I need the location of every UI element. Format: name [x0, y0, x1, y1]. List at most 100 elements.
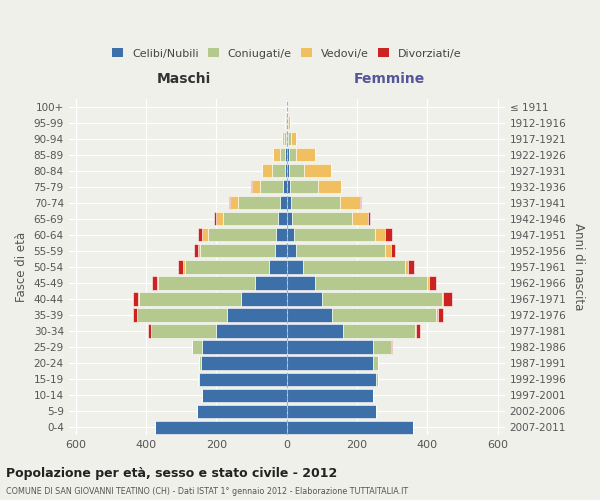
Bar [269, 260, 287, 274]
Bar [287, 356, 373, 370]
Bar [289, 148, 296, 162]
Bar [286, 116, 287, 130]
Bar [296, 244, 385, 258]
Bar [296, 148, 315, 162]
Bar [302, 260, 404, 274]
Bar [376, 372, 378, 386]
Bar [198, 372, 199, 386]
Bar [238, 196, 280, 209]
Bar [200, 356, 287, 370]
Bar [374, 228, 385, 241]
Bar [227, 308, 287, 322]
Bar [385, 228, 392, 241]
Bar [183, 260, 185, 274]
Bar [292, 212, 352, 226]
Bar [288, 132, 290, 145]
Bar [148, 324, 151, 338]
Bar [217, 212, 223, 226]
Bar [287, 212, 292, 226]
Bar [139, 292, 241, 306]
Bar [340, 196, 359, 209]
Bar [287, 420, 413, 434]
Bar [223, 212, 278, 226]
Bar [288, 116, 290, 130]
Bar [368, 212, 370, 226]
Bar [138, 292, 139, 306]
Bar [290, 132, 296, 145]
Bar [200, 244, 275, 258]
Bar [285, 148, 287, 162]
Bar [152, 276, 157, 289]
Bar [283, 180, 287, 194]
Bar [359, 196, 361, 209]
Bar [133, 292, 138, 306]
Bar [286, 100, 287, 114]
Bar [287, 372, 376, 386]
Bar [318, 180, 341, 194]
Text: Popolazione per età, sesso e stato civile - 2012: Popolazione per età, sesso e stato civil… [6, 468, 337, 480]
Bar [262, 164, 272, 177]
Bar [289, 164, 304, 177]
Bar [287, 292, 322, 306]
Bar [294, 228, 374, 241]
Bar [278, 212, 287, 226]
Bar [287, 388, 373, 402]
Bar [287, 340, 373, 353]
Bar [322, 292, 442, 306]
Bar [192, 340, 202, 353]
Text: Femmine: Femmine [353, 72, 425, 86]
Bar [286, 132, 287, 145]
Bar [315, 276, 427, 289]
Bar [304, 164, 331, 177]
Bar [287, 132, 288, 145]
Bar [416, 324, 420, 338]
Bar [287, 244, 296, 258]
Bar [287, 148, 289, 162]
Bar [241, 292, 287, 306]
Bar [230, 196, 238, 209]
Bar [404, 260, 408, 274]
Y-axis label: Fasce di età: Fasce di età [15, 232, 28, 302]
Bar [133, 308, 137, 322]
Bar [287, 164, 289, 177]
Bar [332, 308, 436, 322]
Bar [443, 292, 452, 306]
Bar [157, 276, 158, 289]
Bar [287, 324, 343, 338]
Bar [284, 116, 286, 130]
Bar [282, 132, 284, 145]
Bar [155, 420, 287, 434]
Bar [284, 164, 287, 177]
Bar [255, 276, 287, 289]
Bar [199, 372, 287, 386]
Bar [202, 228, 208, 241]
Bar [373, 356, 378, 370]
Bar [427, 276, 429, 289]
Bar [272, 164, 284, 177]
Bar [284, 132, 286, 145]
Legend: Celibi/Nubili, Coniugati/e, Vedovi/e, Divorziati/e: Celibi/Nubili, Coniugati/e, Vedovi/e, Di… [108, 44, 466, 63]
Bar [391, 340, 392, 353]
Bar [214, 212, 217, 226]
Bar [287, 404, 376, 417]
Bar [373, 340, 391, 353]
Y-axis label: Anni di nascita: Anni di nascita [572, 224, 585, 310]
Bar [385, 244, 391, 258]
Bar [208, 228, 276, 241]
Bar [287, 196, 291, 209]
Bar [202, 388, 287, 402]
Bar [429, 276, 436, 289]
Bar [217, 324, 287, 338]
Bar [287, 276, 315, 289]
Bar [178, 260, 183, 274]
Bar [137, 308, 227, 322]
Bar [352, 212, 368, 226]
Bar [438, 308, 443, 322]
Bar [287, 308, 332, 322]
Bar [343, 324, 415, 338]
Bar [185, 260, 269, 274]
Bar [442, 292, 443, 306]
Bar [280, 196, 287, 209]
Bar [290, 180, 318, 194]
Bar [229, 196, 230, 209]
